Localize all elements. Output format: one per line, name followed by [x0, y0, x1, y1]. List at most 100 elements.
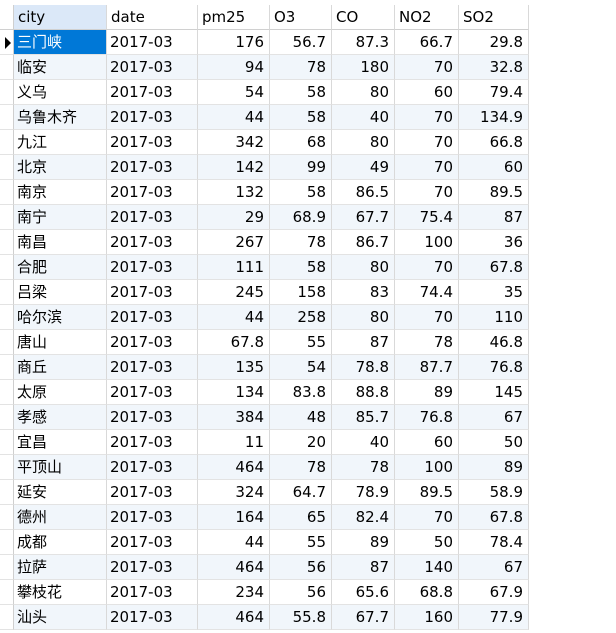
cell-co[interactable]: 49 — [332, 155, 395, 180]
cell-so2[interactable]: 79.4 — [459, 80, 529, 105]
cell-co[interactable]: 88.8 — [332, 380, 395, 405]
cell-no2[interactable]: 66.7 — [395, 30, 459, 55]
cell-o3[interactable]: 56 — [270, 580, 332, 605]
cell-o3[interactable]: 55 — [270, 530, 332, 555]
cell-o3[interactable]: 78 — [270, 55, 332, 80]
cell-co[interactable]: 80 — [332, 80, 395, 105]
cell-so2[interactable]: 50 — [459, 430, 529, 455]
cell-city[interactable]: 宜昌 — [14, 430, 107, 455]
cell-co[interactable]: 80 — [332, 305, 395, 330]
row-indicator[interactable] — [0, 355, 14, 380]
cell-no2[interactable]: 60 — [395, 80, 459, 105]
row-indicator[interactable] — [0, 405, 14, 430]
cell-date[interactable]: 2017-03 — [107, 30, 198, 55]
row-indicator[interactable] — [0, 55, 14, 80]
cell-date[interactable]: 2017-03 — [107, 580, 198, 605]
cell-so2[interactable]: 35 — [459, 280, 529, 305]
cell-no2[interactable]: 89.5 — [395, 480, 459, 505]
cell-pm25[interactable]: 44 — [198, 305, 270, 330]
cell-no2[interactable]: 100 — [395, 230, 459, 255]
cell-no2[interactable]: 70 — [395, 130, 459, 155]
column-header-date[interactable]: date — [107, 5, 198, 30]
cell-date[interactable]: 2017-03 — [107, 255, 198, 280]
cell-co[interactable]: 87 — [332, 555, 395, 580]
cell-o3[interactable]: 55.8 — [270, 605, 332, 630]
cell-date[interactable]: 2017-03 — [107, 380, 198, 405]
cell-co[interactable]: 67.7 — [332, 605, 395, 630]
cell-city[interactable]: 汕头 — [14, 605, 107, 630]
cell-o3[interactable]: 56 — [270, 555, 332, 580]
cell-so2[interactable]: 46.8 — [459, 330, 529, 355]
cell-co[interactable]: 87 — [332, 330, 395, 355]
cell-city[interactable]: 成都 — [14, 530, 107, 555]
cell-co[interactable]: 67.7 — [332, 205, 395, 230]
row-indicator[interactable] — [0, 155, 14, 180]
cell-date[interactable]: 2017-03 — [107, 430, 198, 455]
cell-pm25[interactable]: 464 — [198, 555, 270, 580]
cell-pm25[interactable]: 464 — [198, 455, 270, 480]
cell-co[interactable]: 78 — [332, 455, 395, 480]
cell-city[interactable]: 吕梁 — [14, 280, 107, 305]
cell-co[interactable]: 83 — [332, 280, 395, 305]
cell-no2[interactable]: 160 — [395, 605, 459, 630]
cell-date[interactable]: 2017-03 — [107, 80, 198, 105]
cell-city[interactable]: 拉萨 — [14, 555, 107, 580]
cell-so2[interactable]: 145 — [459, 380, 529, 405]
cell-city[interactable]: 德州 — [14, 505, 107, 530]
cell-city[interactable]: 延安 — [14, 480, 107, 505]
cell-no2[interactable]: 78 — [395, 330, 459, 355]
cell-no2[interactable]: 70 — [395, 255, 459, 280]
cell-so2[interactable]: 89.5 — [459, 180, 529, 205]
cell-pm25[interactable]: 44 — [198, 105, 270, 130]
cell-so2[interactable]: 67.9 — [459, 580, 529, 605]
cell-city[interactable]: 南京 — [14, 180, 107, 205]
cell-date[interactable]: 2017-03 — [107, 305, 198, 330]
cell-city[interactable]: 三门峡 — [14, 30, 107, 55]
row-indicator[interactable] — [0, 80, 14, 105]
cell-pm25[interactable]: 176 — [198, 30, 270, 55]
cell-city[interactable]: 临安 — [14, 55, 107, 80]
cell-co[interactable]: 89 — [332, 530, 395, 555]
cell-co[interactable]: 86.5 — [332, 180, 395, 205]
cell-o3[interactable]: 48 — [270, 405, 332, 430]
row-indicator[interactable] — [0, 605, 14, 630]
cell-city[interactable]: 平顶山 — [14, 455, 107, 480]
cell-co[interactable]: 78.9 — [332, 480, 395, 505]
cell-pm25[interactable]: 29 — [198, 205, 270, 230]
row-indicator[interactable] — [0, 280, 14, 305]
cell-so2[interactable]: 76.8 — [459, 355, 529, 380]
cell-o3[interactable]: 64.7 — [270, 480, 332, 505]
cell-o3[interactable]: 58 — [270, 105, 332, 130]
row-indicator[interactable] — [0, 105, 14, 130]
cell-so2[interactable]: 110 — [459, 305, 529, 330]
cell-pm25[interactable]: 164 — [198, 505, 270, 530]
row-indicator[interactable] — [0, 555, 14, 580]
cell-city[interactable]: 攀枝花 — [14, 580, 107, 605]
cell-pm25[interactable]: 94 — [198, 55, 270, 80]
cell-so2[interactable]: 77.9 — [459, 605, 529, 630]
cell-no2[interactable]: 75.4 — [395, 205, 459, 230]
cell-city[interactable]: 合肥 — [14, 255, 107, 280]
cell-so2[interactable]: 67 — [459, 405, 529, 430]
cell-o3[interactable]: 58 — [270, 80, 332, 105]
row-indicator[interactable] — [0, 180, 14, 205]
cell-pm25[interactable]: 267 — [198, 230, 270, 255]
row-indicator[interactable] — [0, 480, 14, 505]
cell-pm25[interactable]: 111 — [198, 255, 270, 280]
cell-o3[interactable]: 55 — [270, 330, 332, 355]
row-indicator[interactable] — [0, 305, 14, 330]
cell-city[interactable]: 九江 — [14, 130, 107, 155]
cell-pm25[interactable]: 135 — [198, 355, 270, 380]
cell-pm25[interactable]: 342 — [198, 130, 270, 155]
cell-date[interactable]: 2017-03 — [107, 330, 198, 355]
cell-co[interactable]: 80 — [332, 255, 395, 280]
cell-date[interactable]: 2017-03 — [107, 280, 198, 305]
cell-date[interactable]: 2017-03 — [107, 505, 198, 530]
cell-pm25[interactable]: 324 — [198, 480, 270, 505]
cell-date[interactable]: 2017-03 — [107, 480, 198, 505]
cell-co[interactable]: 78.8 — [332, 355, 395, 380]
cell-city[interactable]: 南昌 — [14, 230, 107, 255]
cell-pm25[interactable]: 234 — [198, 580, 270, 605]
cell-co[interactable]: 180 — [332, 55, 395, 80]
cell-city[interactable]: 唐山 — [14, 330, 107, 355]
